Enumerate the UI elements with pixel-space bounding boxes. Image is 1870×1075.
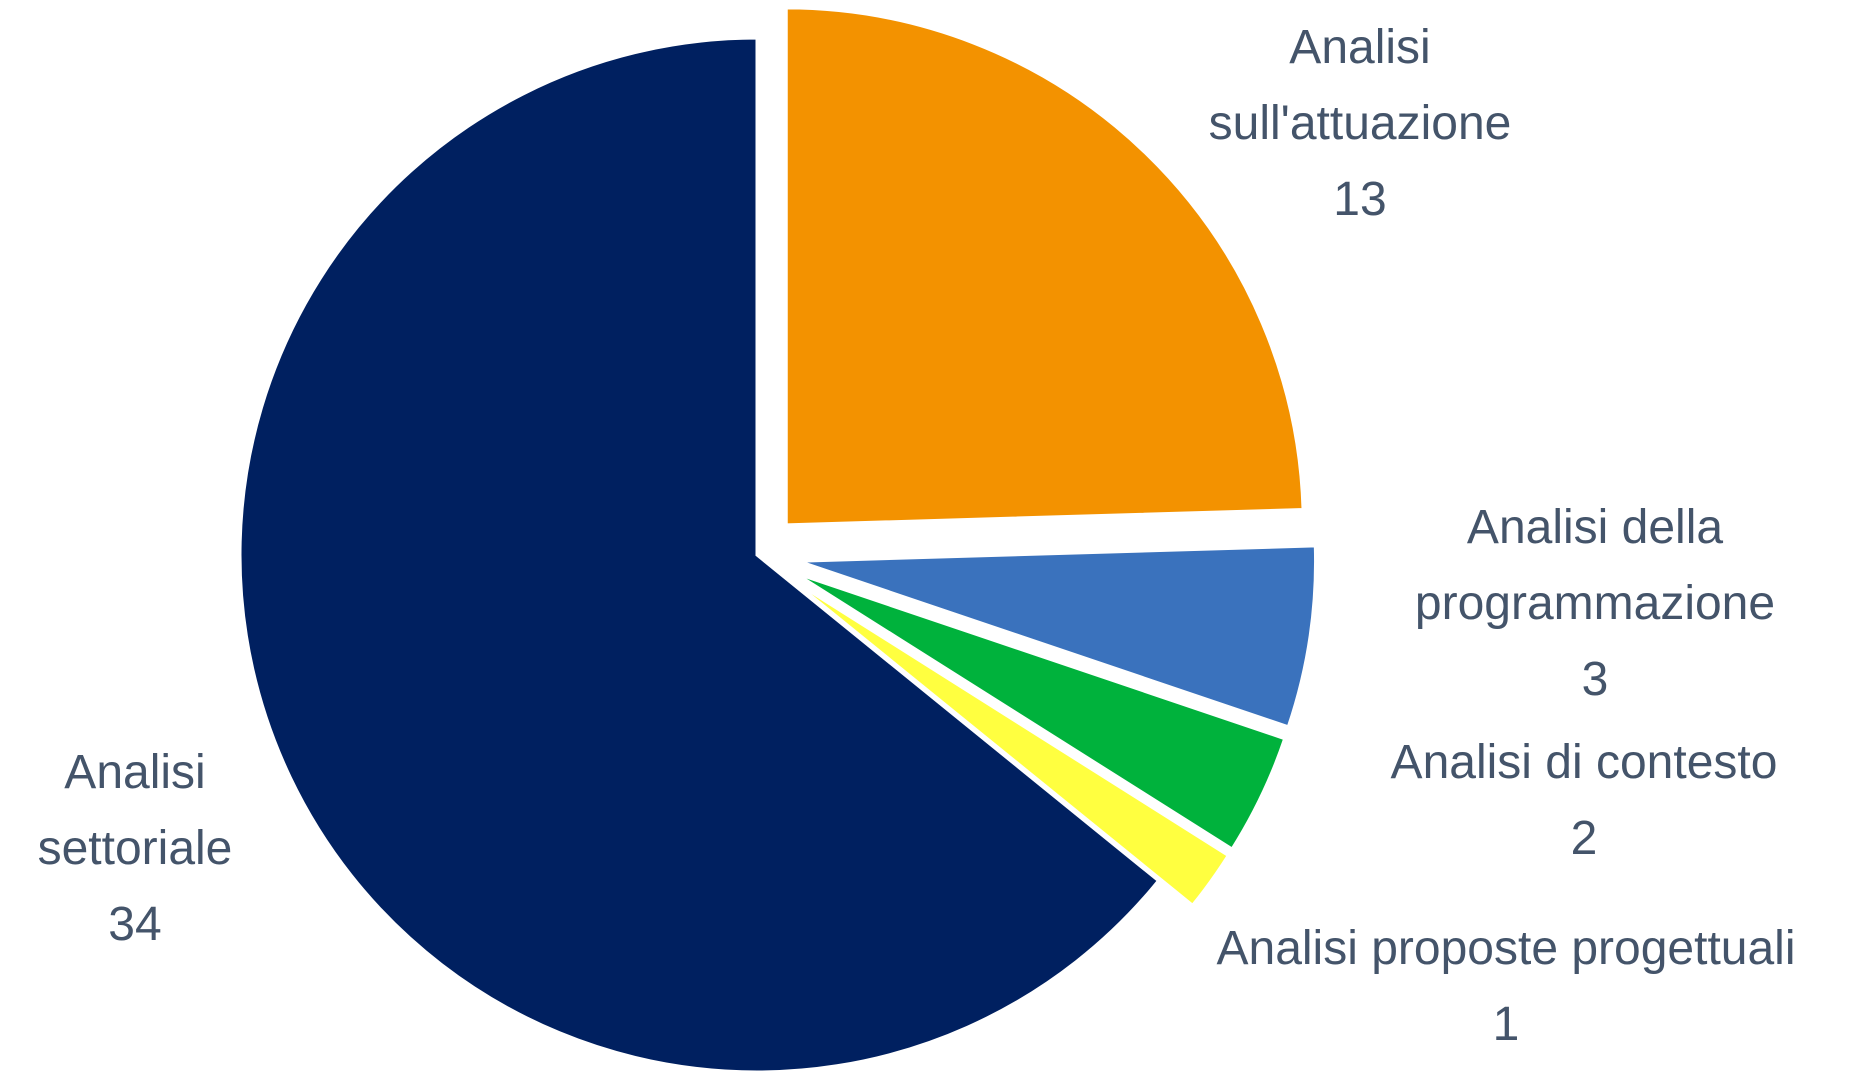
value-label: 3 (1581, 653, 1609, 706)
category-label: Analisi della programmazione (1414, 501, 1776, 630)
value-label: 34 (108, 898, 162, 951)
category-label: Analisi sull'attuazione (1208, 21, 1512, 150)
pie-slice (798, 544, 1318, 729)
slice-label: Analisi proposte progettuali 1 (1136, 911, 1870, 1063)
category-label: Analisi proposte progettuali (1216, 922, 1796, 975)
value-label: 13 (1333, 173, 1387, 226)
value-label: 1 (1492, 998, 1520, 1051)
pie-slice (790, 578, 1231, 908)
slice-label: Analisi di contesto 2 (1314, 725, 1854, 877)
category-label: Analisi di contesto (1390, 736, 1778, 789)
slice-label: Analisi della programmazione 3 (1360, 490, 1830, 718)
pie-slice (794, 571, 1287, 852)
pie-slice (238, 36, 1161, 1074)
slice-label: Analisi settoriale 34 (5, 735, 265, 963)
value-label: 2 (1570, 812, 1598, 865)
pie-slice (784, 6, 1305, 527)
slice-label: Analisi sull'attuazione 13 (1180, 10, 1540, 238)
category-label: Analisi settoriale (37, 746, 233, 875)
